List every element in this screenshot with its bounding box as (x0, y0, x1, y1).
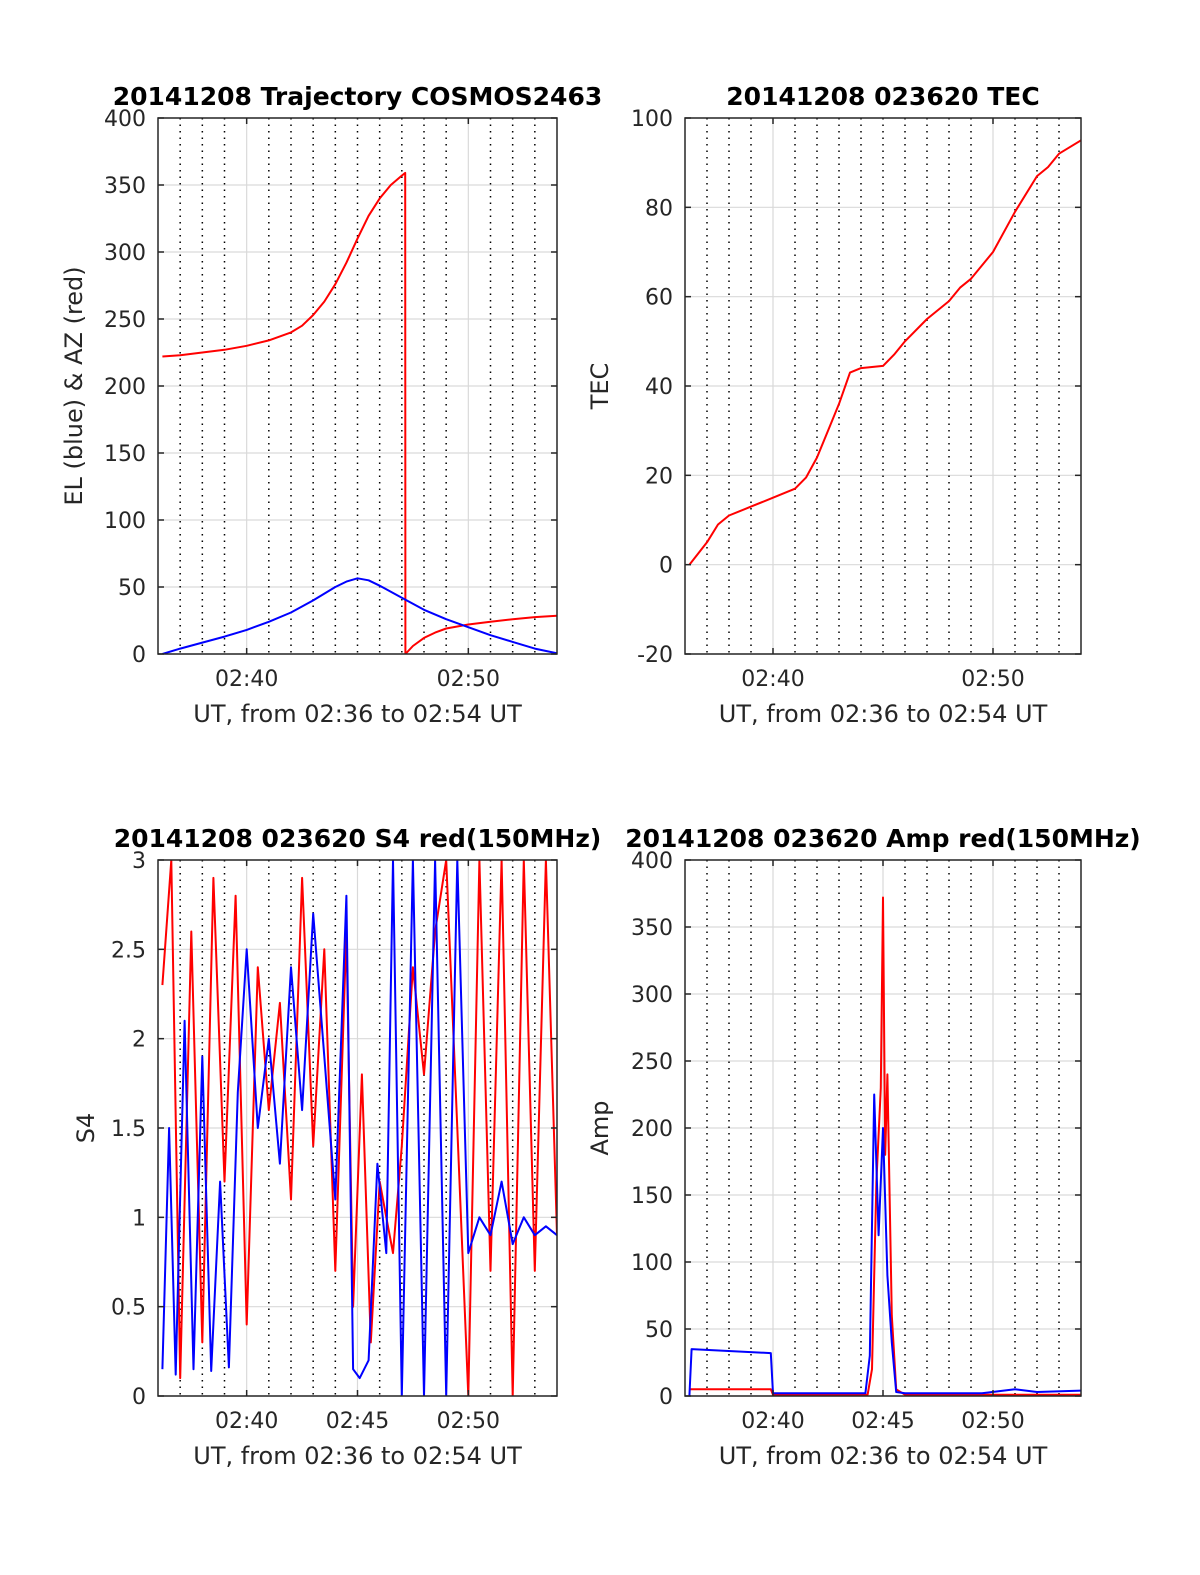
x-tick-label: 02:40 (215, 1409, 278, 1434)
x-tick-label: 02:40 (215, 667, 278, 692)
series-line-1 (161, 860, 557, 1396)
x-tick-label: 02:40 (741, 667, 804, 692)
y-tick-label: 3 (132, 849, 146, 874)
x-tick-label: 02:40 (741, 1409, 804, 1434)
y-tick-label: 400 (104, 107, 146, 132)
y-tick-label: 2 (132, 1028, 146, 1053)
y-tick-label: 100 (631, 1251, 673, 1276)
y-tick-label: 0 (132, 643, 146, 668)
y-tick-label: 200 (631, 1117, 673, 1142)
chart-panel-3: 0 0.5 1 1.5 2 2.5 3 02:40 02:45 02:50 20141208 023… (72, 824, 601, 1470)
chart-panel-4: 0 50 100 150 200 250 300 350 400 02:40 02:45 02:50 2… (586, 824, 1141, 1470)
y-tick-label: 1 (132, 1206, 146, 1231)
chart-title: 20141208 023620 S4 red(150MHz) (114, 824, 602, 853)
y-tick-label: 100 (631, 107, 673, 132)
y-tick-label: 150 (104, 442, 146, 467)
x-tick-label: 02:50 (961, 1409, 1024, 1434)
y-axis-label: TEC (586, 363, 614, 411)
y-tick-label: 1.5 (111, 1117, 146, 1142)
chart-title: 20141208 023620 Amp red(150MHz) (625, 824, 1141, 853)
x-axis-label: UT, from 02:36 to 02:54 UT (719, 700, 1048, 728)
y-axis-label: Amp (586, 1100, 614, 1155)
y-tick-label: 50 (118, 576, 146, 601)
y-axis-label: EL (blue) & AZ (red) (60, 266, 88, 505)
series-line-1 (162, 171, 557, 654)
chart-panel-1: 0 50 100 150 200 250 300 350 400 02:40 02:50 201412… (60, 82, 602, 728)
y-tick-label: 50 (645, 1318, 673, 1343)
y-axis-label: S4 (72, 1113, 100, 1144)
y-tick-label: 20 (645, 464, 673, 489)
y-tick-label: 300 (631, 983, 673, 1008)
series-line-1 (688, 139, 1081, 566)
x-tick-label: 02:45 (326, 1409, 389, 1434)
y-tick-label: 400 (631, 849, 673, 874)
x-tick-label: 02:50 (437, 1409, 500, 1434)
y-tick-label: 250 (104, 308, 146, 333)
y-tick-label: 350 (104, 174, 146, 199)
y-tick-label: 250 (631, 1050, 673, 1075)
y-tick-label: 2.5 (111, 938, 146, 963)
chart-title: 20141208 023620 TEC (726, 82, 1039, 111)
y-tick-label: 100 (104, 509, 146, 534)
series-line-2 (161, 860, 557, 1396)
y-tick-label: 40 (645, 375, 673, 400)
y-tick-label: 200 (104, 375, 146, 400)
y-tick-label: 0 (132, 1385, 146, 1410)
x-axis-label: UT, from 02:36 to 02:54 UT (719, 1442, 1048, 1470)
y-tick-label: -20 (637, 643, 673, 668)
y-tick-label: 150 (631, 1184, 673, 1209)
y-tick-label: 80 (645, 196, 673, 221)
y-tick-label: 350 (631, 916, 673, 941)
x-tick-label: 02:45 (851, 1409, 914, 1434)
x-tick-label: 02:50 (437, 667, 500, 692)
x-tick-label: 02:50 (961, 667, 1024, 692)
x-axis-label: UT, from 02:36 to 02:54 UT (193, 1442, 522, 1470)
y-tick-label: 60 (645, 286, 673, 311)
chart-panel-2: -20 0 20 40 60 80 100 02:40 02:50 20141208 023620… (586, 82, 1082, 728)
y-tick-label: 0 (659, 1385, 673, 1410)
y-tick-label: 0 (659, 554, 673, 579)
y-tick-label: 0.5 (111, 1296, 146, 1321)
x-axis-label: UT, from 02:36 to 02:54 UT (193, 700, 522, 728)
series-line-2 (162, 577, 557, 654)
y-tick-label: 300 (104, 241, 146, 266)
chart-title: 20141208 Trajectory COSMOS2463 (113, 82, 603, 111)
